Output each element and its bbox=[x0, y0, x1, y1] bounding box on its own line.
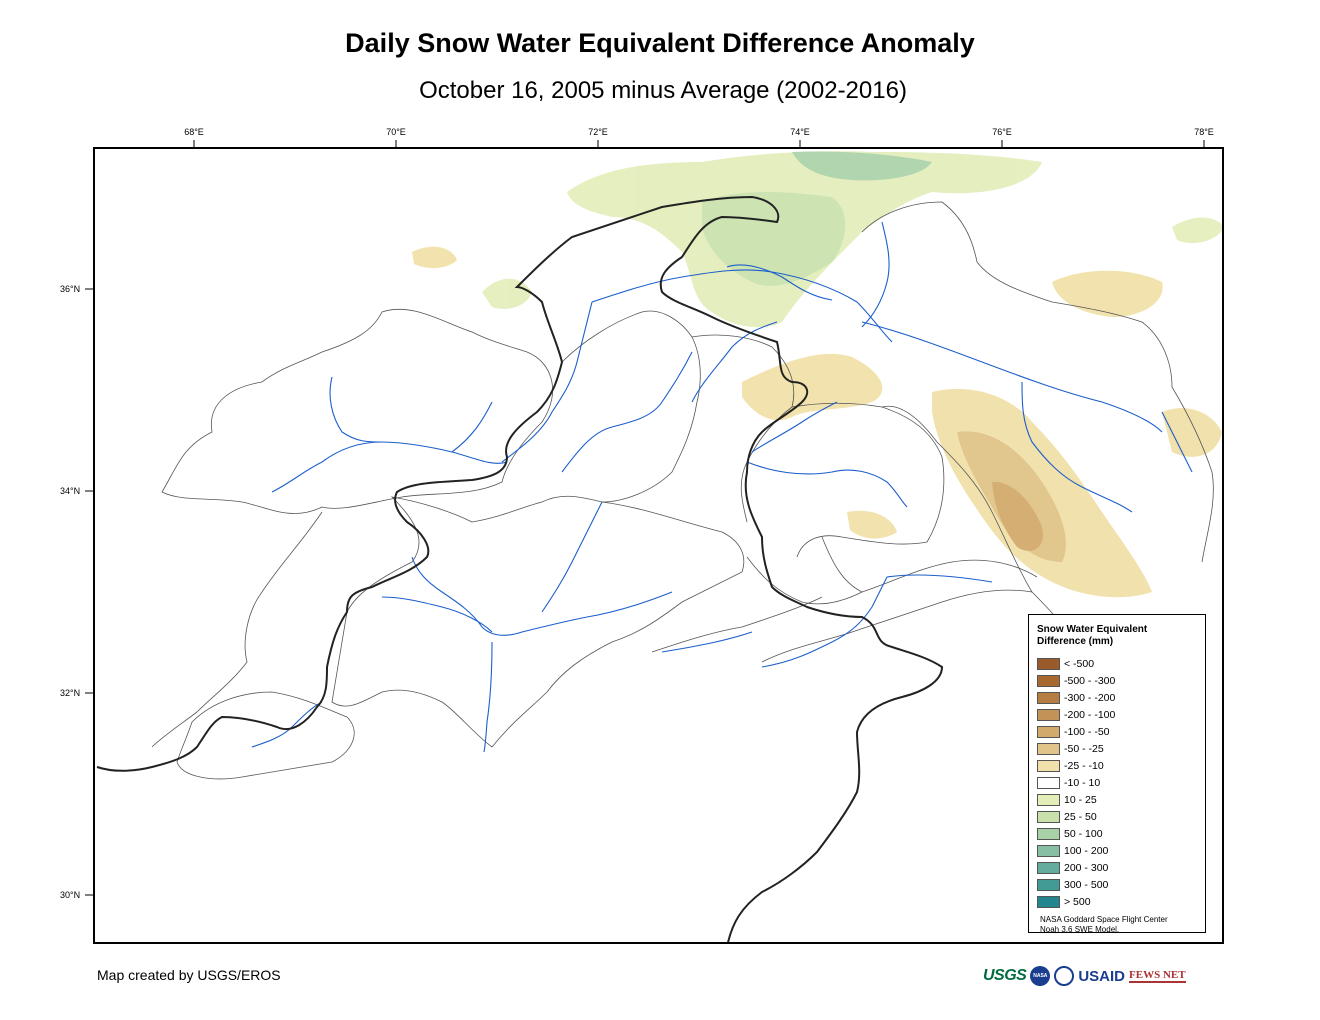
legend-swatch bbox=[1037, 844, 1060, 857]
legend-label: 10 - 25 bbox=[1064, 793, 1097, 806]
legend-label: 50 - 100 bbox=[1064, 827, 1103, 840]
lon-label-68: 68°E bbox=[184, 127, 204, 137]
legend-label: > 500 bbox=[1064, 895, 1091, 908]
legend-label: -10 - 10 bbox=[1064, 776, 1101, 789]
country-borders bbox=[96, 195, 944, 942]
legend-title: Snow Water Equivalent Difference (mm) bbox=[1037, 624, 1148, 647]
legend-item: 10 - 25 bbox=[1037, 791, 1197, 808]
legend-label: -500 - -300 bbox=[1064, 674, 1116, 687]
legend-swatch bbox=[1037, 810, 1060, 823]
legend-credit: NASA Goddard Space Flight Center Noah 3.… bbox=[1037, 915, 1197, 935]
legend-label: 200 - 300 bbox=[1064, 861, 1109, 874]
fews-net-logo: FEWS NET bbox=[1129, 969, 1186, 983]
map-credit: Map created by USGS/EROS bbox=[97, 967, 281, 983]
map-canvas bbox=[96, 151, 1222, 942]
seal-icon bbox=[1054, 966, 1075, 986]
legend-swatch bbox=[1037, 776, 1060, 789]
legend-item: 300 - 500 bbox=[1037, 876, 1197, 893]
logo-strip: USGS NASA USAID FEWS NET bbox=[983, 966, 1186, 986]
legend-item: > 500 bbox=[1037, 893, 1197, 910]
legend-swatch bbox=[1037, 759, 1060, 772]
legend-swatch bbox=[1037, 895, 1060, 908]
legend-label: -200 - -100 bbox=[1064, 708, 1116, 721]
legend-label: -25 - -10 bbox=[1064, 759, 1104, 772]
lat-label-36: 36°N bbox=[60, 284, 81, 294]
legend-item: -500 - -300 bbox=[1037, 672, 1197, 689]
map-title: Daily Snow Water Equivalent Difference A… bbox=[345, 28, 975, 58]
legend-swatch bbox=[1037, 878, 1060, 891]
usaid-logo: USAID bbox=[1078, 967, 1126, 985]
legend-item: 200 - 300 bbox=[1037, 859, 1197, 876]
legend-label: < -500 bbox=[1064, 657, 1095, 670]
legend-rows: < -500 -500 - -300 -300 - -200 -200 - -1… bbox=[1037, 655, 1197, 910]
legend-item: -25 - -10 bbox=[1037, 757, 1197, 774]
legend-label: 300 - 500 bbox=[1064, 878, 1109, 891]
lat-label-30: 30°N bbox=[60, 890, 81, 900]
lon-label-78: 78°E bbox=[1194, 127, 1214, 137]
rivers bbox=[251, 221, 1193, 753]
legend-label: 100 - 200 bbox=[1064, 844, 1109, 857]
nasa-logo: NASA bbox=[1030, 966, 1051, 986]
legend-swatch bbox=[1037, 708, 1060, 721]
legend-swatch bbox=[1037, 691, 1060, 704]
legend-label: 25 - 50 bbox=[1064, 810, 1097, 823]
legend-swatch bbox=[1037, 827, 1060, 840]
map-subtitle: October 16, 2005 minus Average (2002-201… bbox=[419, 77, 907, 104]
legend-credit-line2: Noah 3.6 SWE Model. bbox=[1040, 925, 1120, 934]
legend-swatch bbox=[1037, 657, 1060, 670]
usgs-logo: USGS bbox=[983, 967, 1027, 984]
legend-item: 25 - 50 bbox=[1037, 808, 1197, 825]
legend-credit-line1: NASA Goddard Space Flight Center bbox=[1040, 915, 1168, 924]
legend-item: -200 - -100 bbox=[1037, 706, 1197, 723]
legend: Snow Water Equivalent Difference (mm) < … bbox=[1028, 614, 1206, 935]
lat-label-34: 34°N bbox=[60, 486, 81, 496]
legend-item: < -500 bbox=[1037, 655, 1197, 672]
legend-label: -100 - -50 bbox=[1064, 725, 1110, 738]
legend-swatch bbox=[1037, 861, 1060, 874]
legend-swatch bbox=[1037, 793, 1060, 806]
legend-label: -50 - -25 bbox=[1064, 742, 1104, 755]
legend-swatch bbox=[1037, 674, 1060, 687]
legend-label: -300 - -200 bbox=[1064, 691, 1116, 704]
lon-label-70: 70°E bbox=[386, 127, 406, 137]
legend-swatch bbox=[1037, 725, 1060, 738]
lon-label-74: 74°E bbox=[790, 127, 810, 137]
swe-positive-areas bbox=[482, 151, 1222, 328]
legend-item: -10 - 10 bbox=[1037, 774, 1197, 791]
legend-item: -300 - -200 bbox=[1037, 689, 1197, 706]
basin-boundaries bbox=[151, 201, 1214, 780]
legend-item: -100 - -50 bbox=[1037, 723, 1197, 740]
swe-negative-areas bbox=[412, 246, 1222, 598]
lon-label-76: 76°E bbox=[992, 127, 1012, 137]
legend-item: 100 - 200 bbox=[1037, 842, 1197, 859]
legend-item: -50 - -25 bbox=[1037, 740, 1197, 757]
lat-label-32: 32°N bbox=[60, 688, 81, 698]
legend-swatch bbox=[1037, 742, 1060, 755]
lon-label-72: 72°E bbox=[588, 127, 608, 137]
legend-item: 50 - 100 bbox=[1037, 825, 1197, 842]
